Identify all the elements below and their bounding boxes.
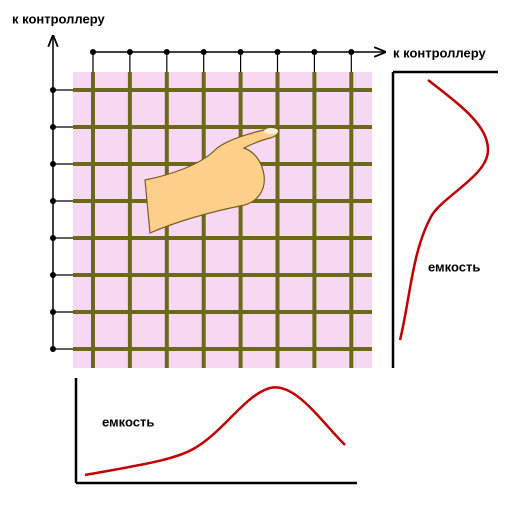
column-node — [90, 49, 96, 55]
capacitance-curve — [398, 79, 490, 341]
horizontal-profile-label: емкость — [102, 414, 154, 429]
column-node — [311, 49, 318, 55]
row-node — [50, 235, 56, 241]
row-node — [50, 346, 56, 352]
column-node — [200, 49, 207, 55]
column-bus-label: к контроллеру — [393, 45, 487, 60]
column-node — [126, 49, 133, 55]
column-node — [237, 49, 244, 55]
row-node — [50, 272, 56, 278]
row-bus-label: к контроллеру — [12, 11, 106, 26]
column-node — [348, 49, 355, 55]
vertical-profile-label: емкость — [428, 259, 480, 274]
connections — [50, 49, 355, 352]
row-node — [50, 124, 56, 130]
row-node — [50, 198, 56, 204]
row-node — [50, 87, 56, 93]
column-node — [274, 49, 281, 55]
fingernail — [264, 128, 278, 134]
row-node — [50, 309, 56, 315]
sensor-panel — [73, 72, 372, 368]
finger-hand — [144, 127, 280, 234]
capacitance-curve — [84, 386, 346, 477]
row-node — [50, 161, 56, 167]
column-node — [163, 49, 170, 55]
